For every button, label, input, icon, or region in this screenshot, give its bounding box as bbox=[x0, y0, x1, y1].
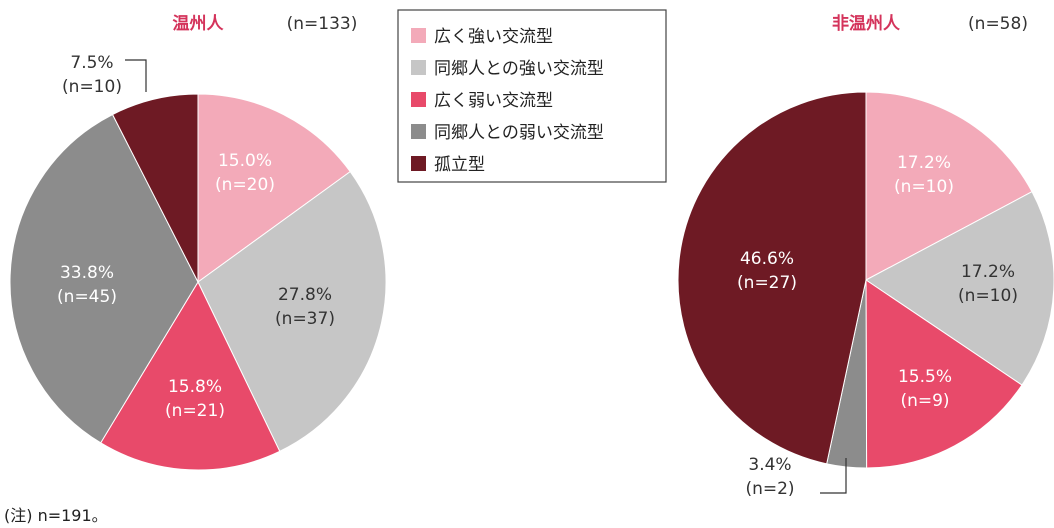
slice-n-label-non-onshu-koritsu: (n=27) bbox=[737, 273, 797, 293]
legend: 広く強い交流型 同郷人との強い交流型 広く弱い交流型 同郷人との弱い交流型 孤立… bbox=[397, 9, 667, 183]
pie-slice-onshu-dokyo-yowai bbox=[9, 113, 199, 444]
slice-pct-label-onshu-dokyo-yowai: 33.8% bbox=[60, 263, 114, 283]
slice-n-label-non-onshu-dokyo-tsuyoi: (n=10) bbox=[958, 286, 1018, 306]
callout-line-onshu-koritsu bbox=[125, 59, 147, 92]
legend-swatch-4 bbox=[411, 124, 426, 139]
legend-swatch-1 bbox=[411, 28, 426, 43]
slice-pct-label-onshu-dokyo-tsuyoi: 27.8% bbox=[278, 285, 332, 305]
slice-n-label-onshu-hiroku-yowai: (n=21) bbox=[165, 401, 225, 421]
legend-label-3: 広く弱い交流型 bbox=[434, 91, 553, 111]
legend-label-2: 同郷人との強い交流型 bbox=[434, 59, 604, 79]
slice-n-label-non-onshu-hiroku-yowai: (n=9) bbox=[900, 391, 949, 411]
pie-title-non-onshu: 非温州人 bbox=[832, 13, 901, 34]
slice-pct-label-onshu-hiroku-yowai: 15.8% bbox=[168, 377, 222, 397]
slice-pct-label-non-onshu-hiroku-yowai: 15.5% bbox=[898, 367, 952, 387]
pie-slice-non-onshu-hiroku-tsuyoi bbox=[865, 91, 1033, 281]
slice-n-label-non-onshu-dokyo-yowai: (n=2) bbox=[745, 479, 794, 499]
slice-pct-label-non-onshu-dokyo-yowai: 3.4% bbox=[748, 455, 791, 475]
legend-label-4: 同郷人との弱い交流型 bbox=[434, 123, 604, 143]
pie-chart-non-onshu: 17.2% (n=10) 17.2% (n=10) 15.5% (n=9) 3.4% (n=2… bbox=[677, 91, 1054, 499]
pie-slice-non-onshu-hiroku-yowai bbox=[865, 279, 1023, 469]
callout-line-non-onshu-dokyo-yowai bbox=[820, 458, 847, 494]
pie-n-non-onshu: (n=58) bbox=[968, 14, 1028, 34]
legend-swatch-5 bbox=[411, 156, 426, 171]
pie-slice-onshu-hiroku-yowai bbox=[100, 280, 281, 471]
pie-chart-onshu: 15.0% (n=20) 27.8% (n=37) 15.8% (n=21) 33.8% (n… bbox=[9, 53, 387, 471]
slice-n-label-onshu-koritsu: (n=10) bbox=[62, 77, 122, 97]
footnote: (注) n=191。 bbox=[4, 506, 108, 525]
legend-label-5: 孤立型 bbox=[434, 155, 485, 175]
pie-slice-onshu-koritsu bbox=[111, 93, 199, 283]
slice-pct-label-onshu-hiroku-tsuyoi: 15.0% bbox=[218, 151, 272, 171]
legend-swatch-2 bbox=[411, 60, 426, 75]
slice-n-label-non-onshu-hiroku-tsuyoi: (n=10) bbox=[894, 177, 954, 197]
pie-slice-onshu-dokyo-tsuyoi bbox=[197, 170, 387, 452]
slice-pct-label-non-onshu-hiroku-tsuyoi: 17.2% bbox=[897, 153, 951, 173]
slice-n-label-onshu-hiroku-tsuyoi: (n=20) bbox=[215, 175, 275, 195]
slice-pct-label-non-onshu-koritsu: 46.6% bbox=[740, 249, 794, 269]
legend-swatch-3 bbox=[411, 92, 426, 107]
slice-pct-label-onshu-koritsu: 7.5% bbox=[70, 53, 113, 73]
pie-slice-non-onshu-koritsu bbox=[677, 91, 867, 465]
legend-label-1: 広く強い交流型 bbox=[434, 27, 553, 47]
slice-n-label-onshu-dokyo-tsuyoi: (n=37) bbox=[275, 309, 335, 329]
pie-slice-onshu-hiroku-tsuyoi bbox=[197, 93, 351, 283]
legend-frame bbox=[397, 9, 667, 183]
slice-pct-label-non-onshu-dokyo-tsuyoi: 17.2% bbox=[961, 262, 1015, 282]
pie-title-onshu: 温州人 bbox=[173, 14, 225, 34]
slice-n-label-onshu-dokyo-yowai: (n=45) bbox=[57, 287, 117, 307]
pie-n-onshu: (n=133) bbox=[287, 14, 358, 34]
